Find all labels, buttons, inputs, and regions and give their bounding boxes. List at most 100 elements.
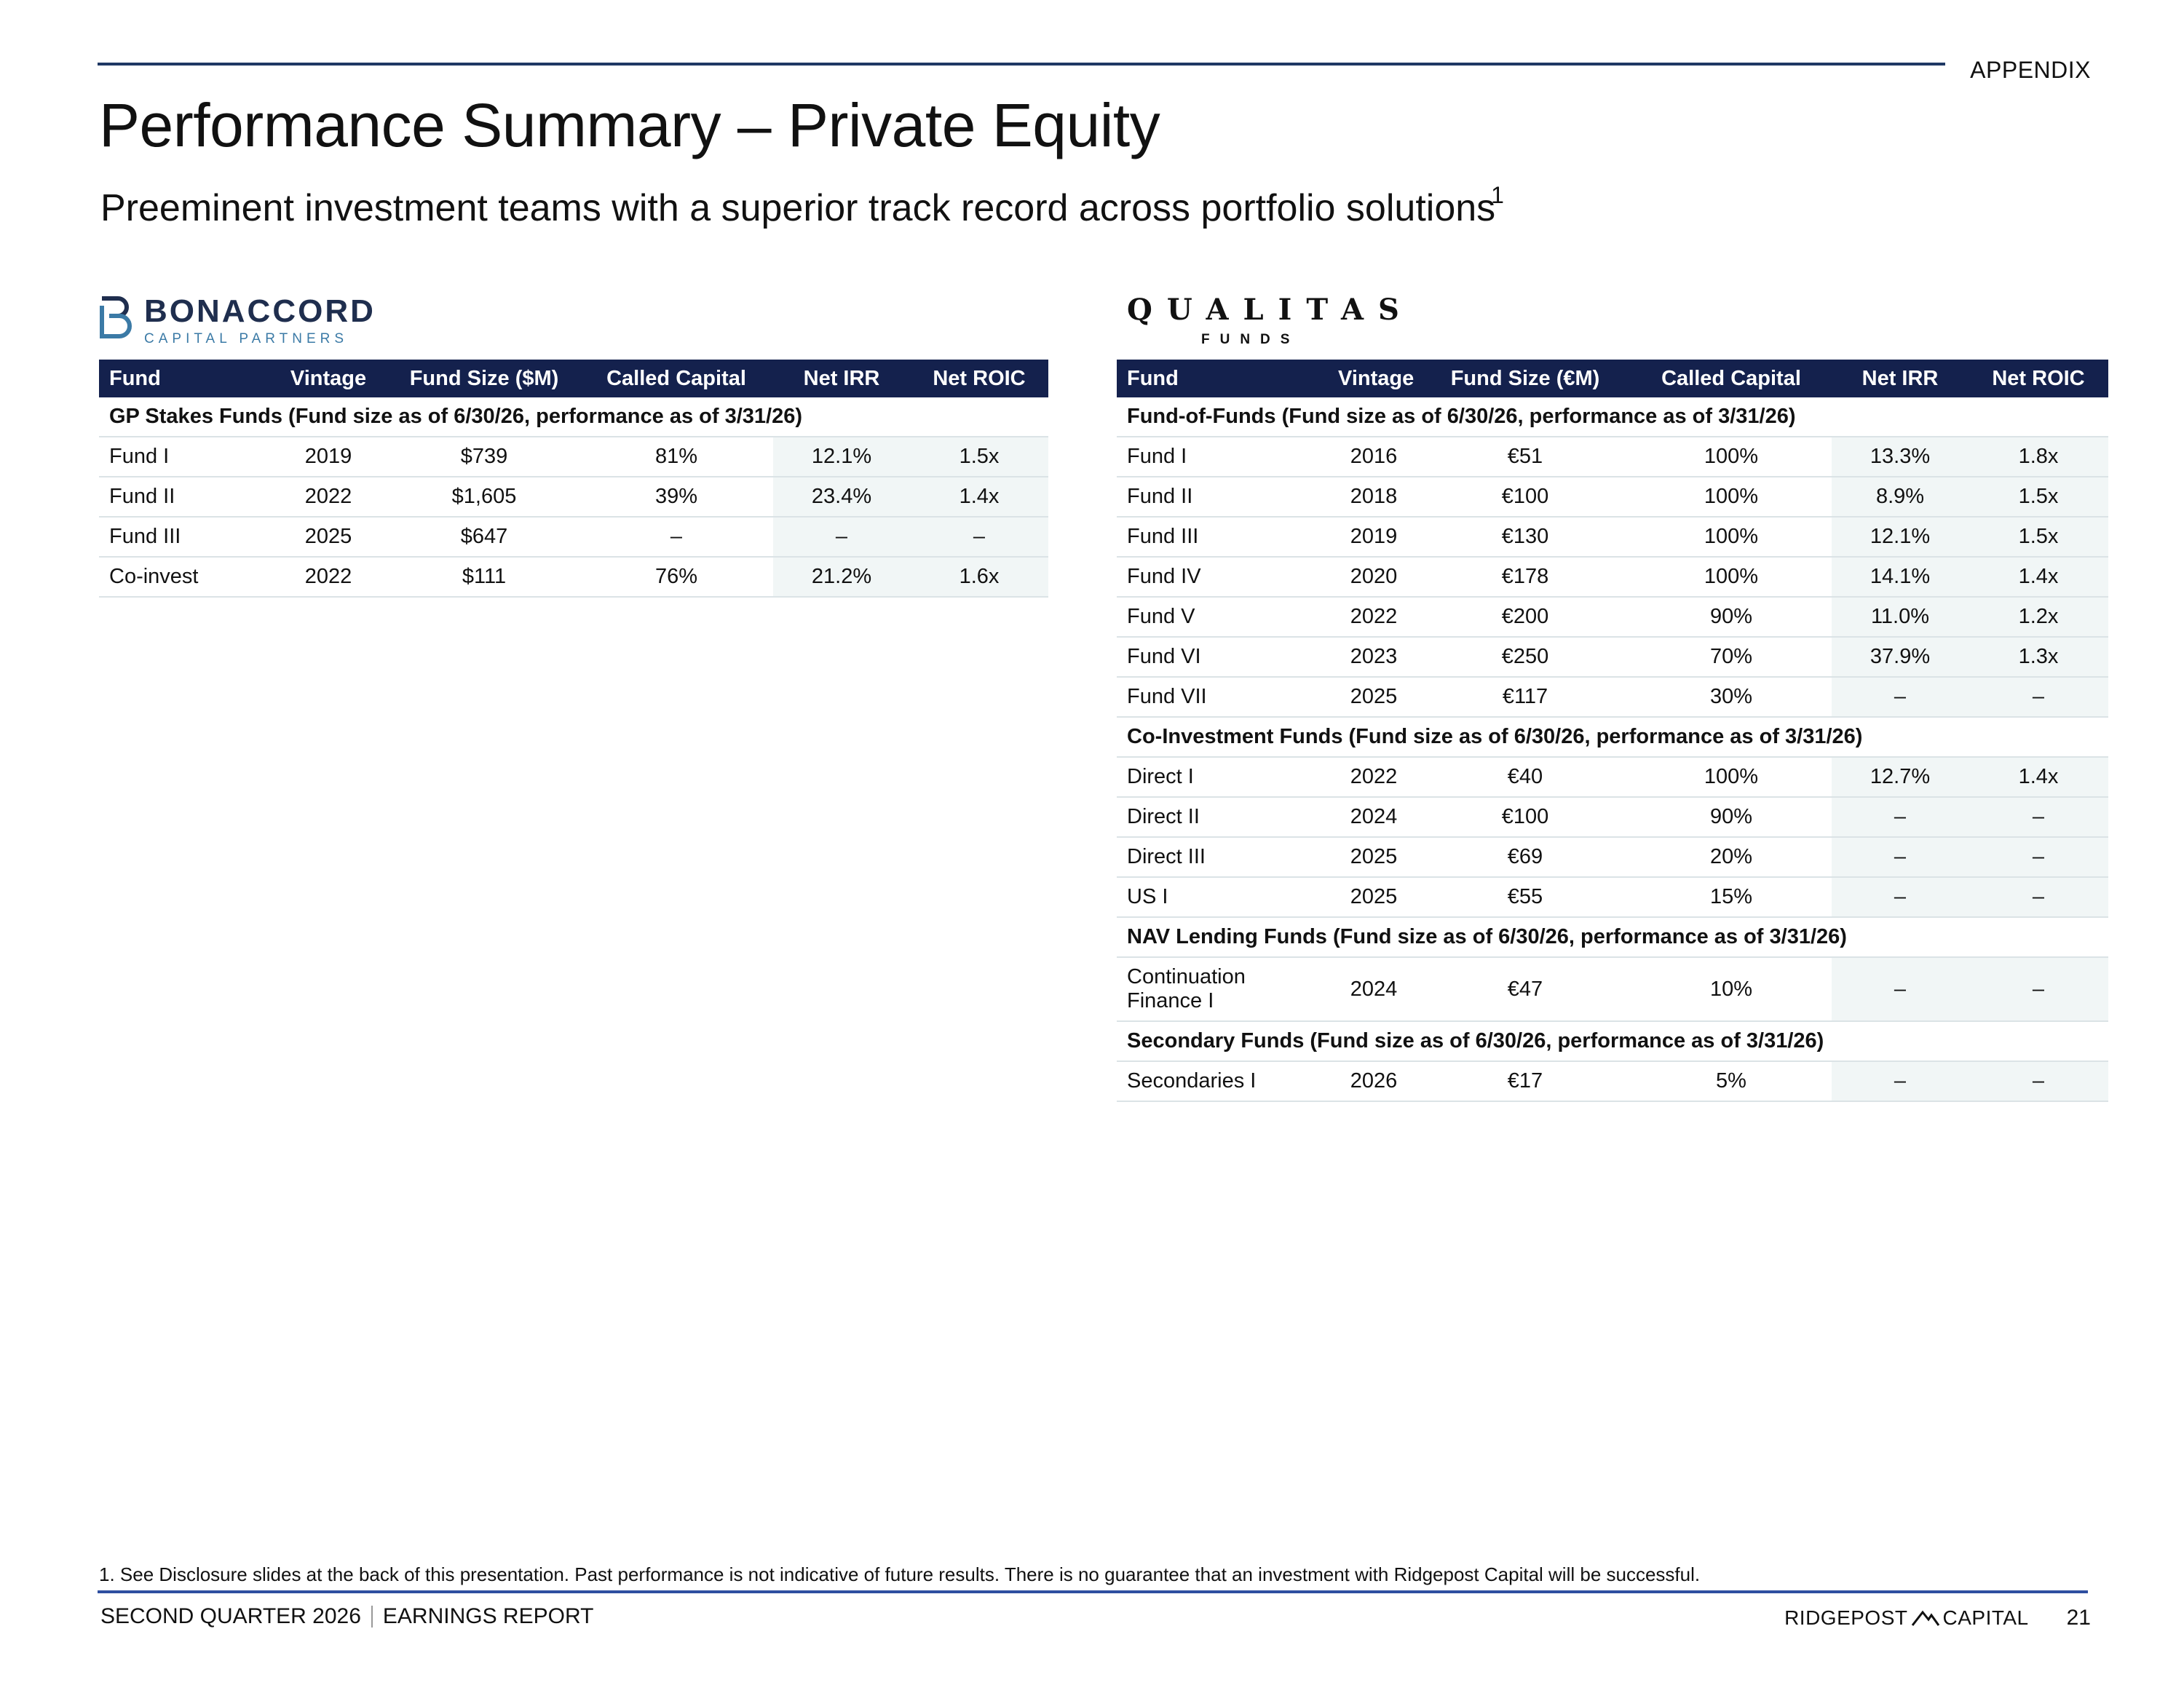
table-row: Fund IV 2020 €178 100% 14.1% 1.4x: [1117, 557, 2108, 598]
section-row: GP Stakes Funds (Fund size as of 6/30/26…: [99, 397, 1048, 437]
cell-fund-size: $647: [389, 517, 579, 558]
cell-net-roic: 1.4x: [1969, 757, 2108, 798]
cell-net-roic: –: [1969, 677, 2108, 718]
qualitas-tagline: FUNDS: [1201, 332, 1300, 347]
cell-vintage: 2020: [1328, 557, 1420, 598]
cell-net-irr: –: [1832, 797, 1969, 838]
cell-net-roic: –: [910, 517, 1048, 558]
footer-report-type: EARNINGS REPORT: [382, 1604, 594, 1628]
cell-fund: US I: [1117, 877, 1328, 918]
cell-vintage: 2019: [268, 437, 389, 477]
section-row: Secondary Funds (Fund size as of 6/30/26…: [1117, 1021, 2108, 1062]
cell-called-capital: 70%: [1631, 637, 1832, 678]
cell-net-irr: 21.2%: [773, 557, 910, 598]
section-title: Fund-of-Funds (Fund size as of 6/30/26, …: [1117, 397, 2108, 437]
footer-quarter: SECOND QUARTER 2026: [100, 1604, 361, 1628]
cell-net-irr: –: [1832, 877, 1969, 918]
cell-fund: Fund IV: [1117, 557, 1328, 598]
cell-fund: Direct II: [1117, 797, 1328, 838]
header-called-capital: Called Capital: [579, 360, 773, 397]
cell-net-irr: 14.1%: [1832, 557, 1969, 598]
cell-fund-size: €17: [1420, 1061, 1631, 1102]
cell-net-roic: –: [1969, 797, 2108, 838]
cell-net-roic: 1.5x: [1969, 517, 2108, 558]
cell-net-roic: 1.5x: [910, 437, 1048, 477]
table-row: Direct I 2022 €40 100% 12.7% 1.4x: [1117, 757, 2108, 798]
cell-net-irr: 11.0%: [1832, 597, 1969, 638]
header-net-irr: Net IRR: [1832, 360, 1969, 397]
bonaccord-tagline: CAPITAL PARTNERS: [144, 331, 349, 346]
cell-called-capital: 81%: [579, 437, 773, 477]
cell-called-capital: 100%: [1631, 557, 1832, 598]
cell-net-roic: 1.2x: [1969, 597, 2108, 638]
cell-fund: Continuation Finance I: [1117, 957, 1328, 1022]
cell-fund-size: $111: [389, 557, 579, 598]
cell-called-capital: 39%: [579, 477, 773, 518]
cell-called-capital: 10%: [1631, 957, 1832, 1022]
cell-fund-size: €100: [1420, 797, 1631, 838]
table-row: Fund VII 2025 €117 30% – –: [1117, 677, 2108, 718]
table-row: Fund I 2016 €51 100% 13.3% 1.8x: [1117, 437, 2108, 477]
cell-fund-size: €200: [1420, 597, 1631, 638]
cell-called-capital: 76%: [579, 557, 773, 598]
cell-fund: Fund VII: [1117, 677, 1328, 718]
page-subtitle: Preeminent investment teams with a super…: [100, 182, 1504, 230]
subtitle-footnote-ref: 1: [1491, 182, 1504, 208]
cell-called-capital: 100%: [1631, 517, 1832, 558]
cell-net-roic: 1.4x: [910, 477, 1048, 518]
cell-net-roic: 1.6x: [910, 557, 1048, 598]
cell-net-roic: –: [1969, 957, 2108, 1022]
cell-vintage: 2024: [1328, 957, 1420, 1022]
cell-fund: Fund V: [1117, 597, 1328, 638]
cell-fund: Fund I: [99, 437, 268, 477]
cell-vintage: 2025: [1328, 677, 1420, 718]
cell-net-roic: 1.3x: [1969, 637, 2108, 678]
cell-net-roic: –: [1969, 837, 2108, 878]
bonaccord-b-icon: [100, 296, 132, 338]
ridgepost-logo: RIDGEPOST CAPITAL: [1784, 1606, 2029, 1630]
cell-vintage: 2025: [268, 517, 389, 558]
section-row: Fund-of-Funds (Fund size as of 6/30/26, …: [1117, 397, 2108, 437]
cell-vintage: 2025: [1328, 837, 1420, 878]
cell-called-capital: 15%: [1631, 877, 1832, 918]
table-row: Direct II 2024 €100 90% – –: [1117, 797, 2108, 838]
section-title: Secondary Funds (Fund size as of 6/30/26…: [1117, 1021, 2108, 1062]
cell-fund-size: €117: [1420, 677, 1631, 718]
cell-net-roic: –: [1969, 1061, 2108, 1102]
page-title: Performance Summary – Private Equity: [99, 91, 1160, 159]
cell-vintage: 2019: [1328, 517, 1420, 558]
cell-called-capital: 20%: [1631, 837, 1832, 878]
footer-brand: RIDGEPOST CAPITAL 21: [1784, 1606, 2091, 1630]
table-row: Secondaries I 2026 €17 5% – –: [1117, 1061, 2108, 1102]
cell-fund-size: €55: [1420, 877, 1631, 918]
cell-net-irr: 12.7%: [1832, 757, 1969, 798]
table-row: Fund VI 2023 €250 70% 37.9% 1.3x: [1117, 637, 2108, 678]
footer-report-label: SECOND QUARTER 2026 EARNINGS REPORT: [100, 1604, 593, 1629]
table-row: Fund II 2018 €100 100% 8.9% 1.5x: [1117, 477, 2108, 518]
cell-vintage: 2024: [1328, 797, 1420, 838]
cell-net-irr: 8.9%: [1832, 477, 1969, 518]
section-row: NAV Lending Funds (Fund size as of 6/30/…: [1117, 917, 2108, 958]
cell-fund-size: €178: [1420, 557, 1631, 598]
cell-net-irr: 12.1%: [1832, 517, 1969, 558]
cell-net-roic: 1.5x: [1969, 477, 2108, 518]
cell-fund-size: €100: [1420, 477, 1631, 518]
table-row: Fund I 2019 $739 81% 12.1% 1.5x: [99, 437, 1048, 477]
cell-fund: Co-invest: [99, 557, 268, 598]
header-fund: Fund: [1117, 360, 1328, 397]
header-vintage: Vintage: [1328, 360, 1420, 397]
cell-vintage: 2022: [268, 477, 389, 518]
cell-vintage: 2018: [1328, 477, 1420, 518]
header-net-roic: Net ROIC: [1969, 360, 2108, 397]
cell-fund-size: €51: [1420, 437, 1631, 477]
cell-net-irr: –: [1832, 1061, 1969, 1102]
cell-called-capital: 90%: [1631, 597, 1832, 638]
header-fund-size: Fund Size ($M): [389, 360, 579, 397]
cell-fund: Fund II: [99, 477, 268, 518]
cell-fund: Fund III: [1117, 517, 1328, 558]
table-row: Continuation Finance I 2024 €47 10% – –: [1117, 957, 2108, 1022]
cell-net-irr: –: [1832, 957, 1969, 1022]
bonaccord-name: BONACCORD: [144, 293, 376, 329]
cell-vintage: 2016: [1328, 437, 1420, 477]
header-fund: Fund: [99, 360, 268, 397]
